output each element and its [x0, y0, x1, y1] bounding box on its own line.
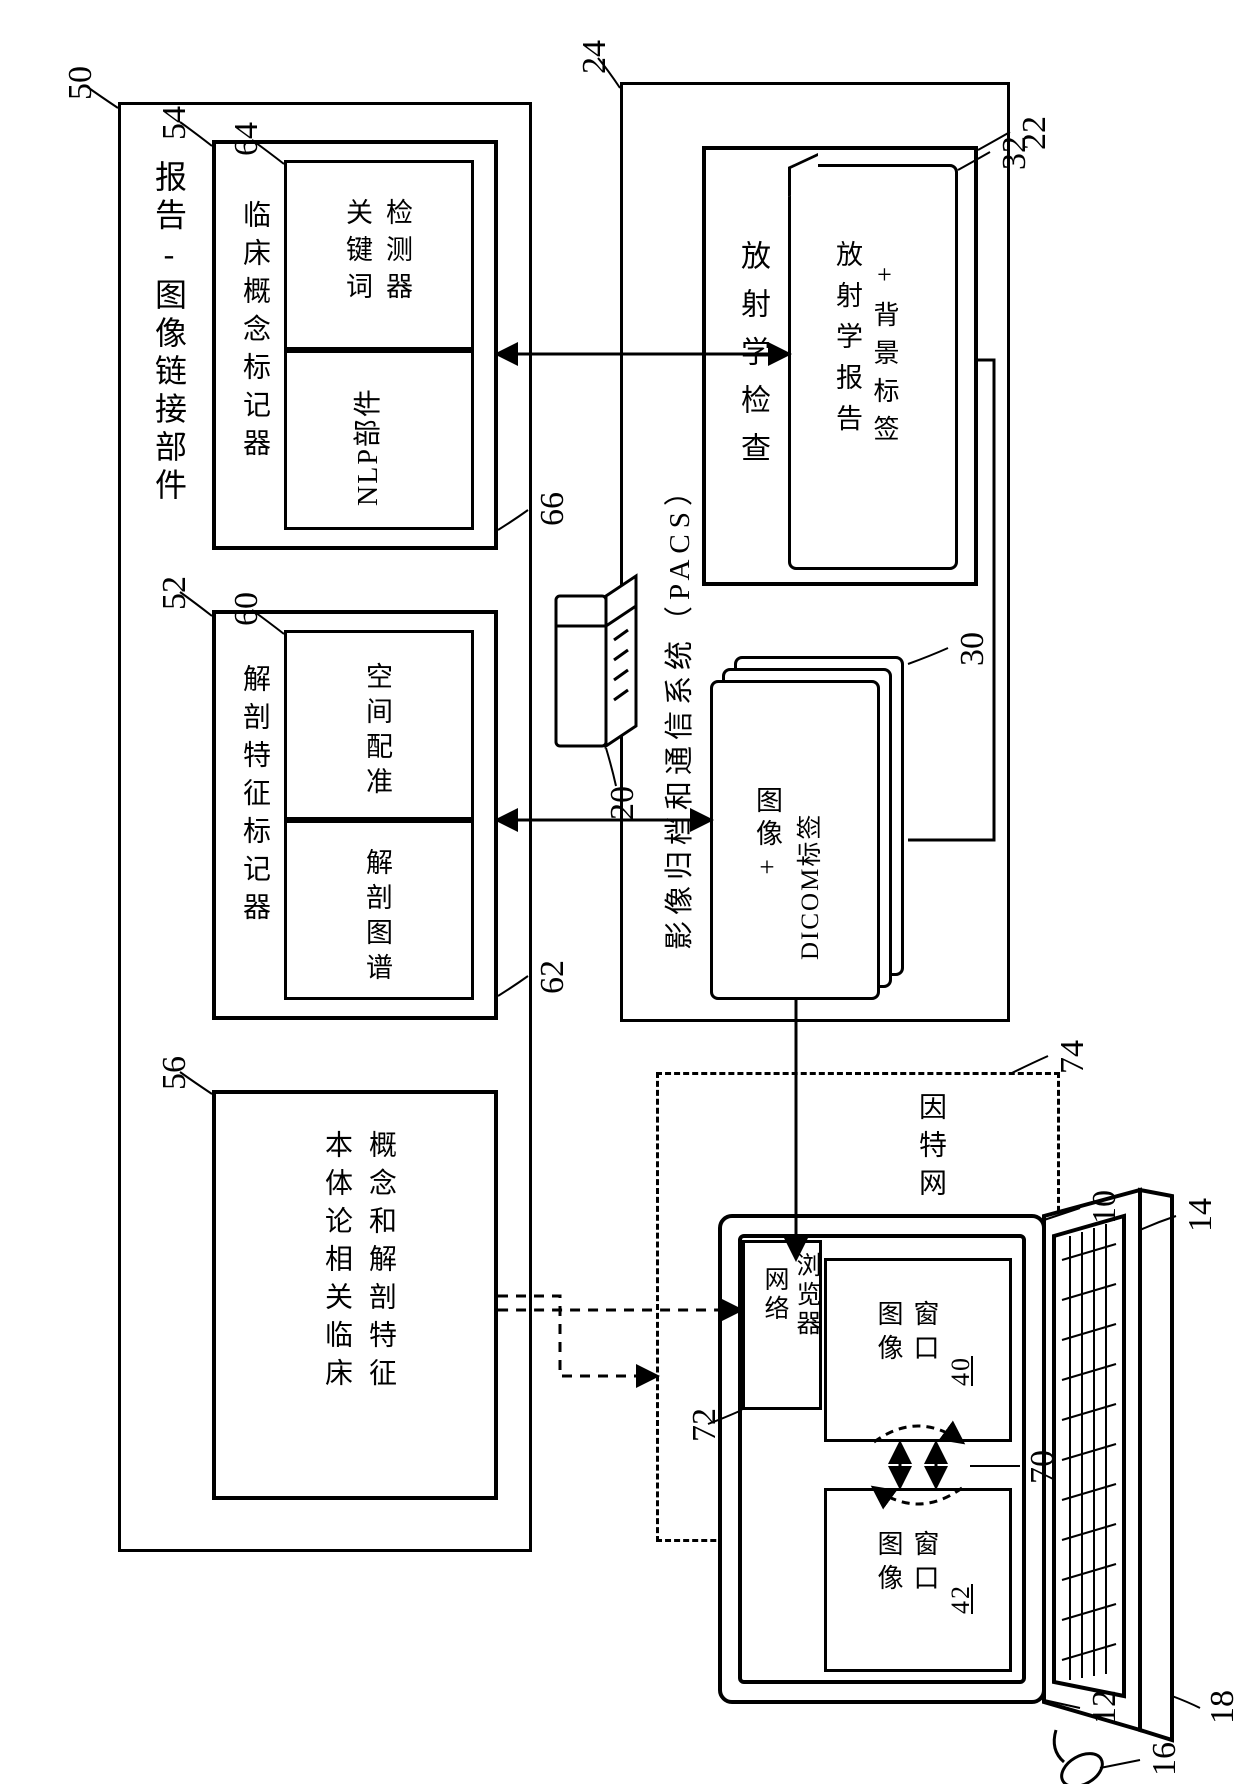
pacs-title: 影像归档和通信系统（PACS） [656, 471, 698, 950]
keyword-l1: 关键词 [338, 198, 377, 309]
ref-62: 62 [534, 960, 572, 994]
atlas-label: 解剖图谱 [358, 848, 397, 988]
ref-60: 60 [228, 592, 266, 626]
ontology-l2: 概念和解剖特征 [360, 1130, 400, 1396]
ref-54: 54 [156, 106, 194, 140]
win42-num: 42 [946, 1584, 976, 1614]
keyword-l2: 检测器 [378, 198, 417, 309]
diagram-canvas: 报告-图像链接部件 临床概念标记器 关键词 检测器 NLP部件 解剖特征标记器 … [0, 0, 1240, 1784]
ref-52: 52 [156, 576, 194, 610]
ref-10: 10 [1086, 1190, 1124, 1224]
ref-12: 12 [1086, 1690, 1124, 1724]
win40-l2: 窗口 [906, 1300, 943, 1368]
anatomy-title: 解剖特征标记器 [234, 664, 274, 930]
exam-title: 放射学检查 [730, 240, 774, 480]
ref-14: 14 [1182, 1198, 1220, 1232]
win42-l2: 窗口 [906, 1530, 943, 1598]
ref-72: 72 [686, 1408, 724, 1442]
ref-20: 20 [604, 786, 642, 820]
ref-70: 70 [1024, 1450, 1062, 1484]
win40-num: 40 [946, 1356, 976, 1386]
ref-32: 32 [996, 136, 1034, 170]
ref-16: 16 [1146, 1742, 1184, 1776]
internet-label: 因特网 [910, 1092, 950, 1206]
spatial-label: 空间配准 [358, 662, 397, 802]
browser-l1: 网络 [756, 1266, 792, 1324]
nlp-label: NLP部件 [346, 387, 386, 506]
ref-66: 66 [534, 492, 572, 526]
clinical-title: 临床概念标记器 [234, 200, 274, 466]
ref-64: 64 [228, 122, 266, 156]
ref-50: 50 [62, 66, 100, 100]
ref-74: 74 [1054, 1040, 1092, 1074]
report-l2: +背景标签 [866, 260, 903, 453]
browser-l2: 浏览器 [788, 1252, 824, 1339]
images-l2: DICOM标签 [790, 813, 826, 960]
win40-l1: 图像 [870, 1300, 907, 1368]
ontology-l1: 本体论相关临床 [316, 1130, 356, 1396]
win42-l1: 图像 [870, 1530, 907, 1598]
ref-30: 30 [954, 632, 992, 666]
images-l1: 图像+ [748, 786, 787, 888]
report-l1: 放射学报告 [828, 240, 867, 445]
left-container-title: 报告-图像链接部件 [146, 160, 192, 506]
ref-18: 18 [1204, 1690, 1240, 1724]
ref-24: 24 [576, 40, 614, 74]
ref-56: 56 [156, 1056, 194, 1090]
